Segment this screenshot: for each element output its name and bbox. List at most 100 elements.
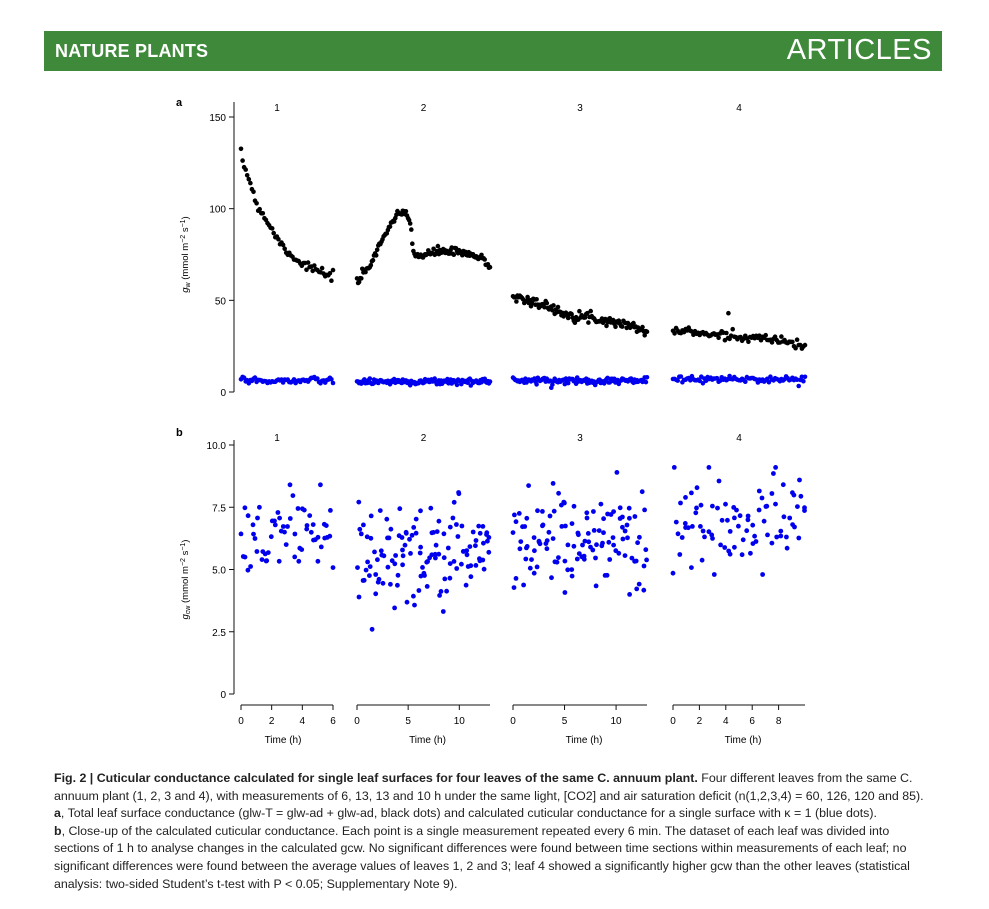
cuticular-closeup-point [425,559,430,564]
total-conductance-point [525,294,530,300]
total-conductance-point [304,267,309,273]
total-conductance-point [435,243,441,249]
cuticular-closeup-point [706,465,712,470]
total-conductance-point [312,263,317,268]
total-conductance-point [246,176,252,182]
cuticular-closeup-point [702,534,707,540]
cuticular-closeup-point [441,555,447,561]
cuticular-closeup-point [245,567,251,573]
total-conductance-point [319,265,325,271]
cuticular-closeup-point [791,492,797,498]
cuticular-closeup-point [546,529,552,535]
cuticular-closeup-point [459,561,464,567]
cuticular-closeup-point [797,477,802,483]
cuticular-closeup-point [582,538,588,544]
cuticular-closeup-point [641,563,647,569]
cuticular-closeup-point [373,591,379,597]
cuticular-closeup-point [634,586,640,592]
cuticular-closeup-point [447,575,453,581]
total-conductance-point [387,224,393,229]
panel-b-xtick-label: 2 [697,716,703,727]
cuticular-closeup-point [607,557,613,562]
total-conductance-point [569,311,574,317]
cuticular-closeup-point [513,576,519,581]
cuticular-closeup-point [409,532,415,538]
panel-b-xtick-label: 4 [300,716,306,727]
cuticular-closeup-point [395,582,400,588]
total-conductance-point [644,329,650,335]
cuticular-closeup-point [451,499,457,505]
panel-b-xtick-label: 0 [238,716,244,727]
cuticular-closeup-point [710,503,715,509]
total-conductance-point [373,253,379,258]
cuticular-closeup-point [699,557,705,563]
panel-b-xtick-label: 6 [749,716,755,727]
cuticular-closeup-point [787,515,793,521]
cuticular-closeup-point [432,551,438,557]
cuticular-closeup-point [473,543,478,549]
cuticular-closeup-point [737,513,743,519]
cuticular-closeup-point [364,534,370,540]
cuticular-closeup-point [310,522,316,527]
cuticular-closeup-point [551,508,557,514]
cuticular-closeup-point [531,535,537,540]
cuticular-closeup-point [442,576,448,582]
cuticular-closeup-point [511,585,517,590]
cuticular-closeup-point [436,551,442,557]
cuticular-closeup-point [736,523,741,529]
cuticular-closeup-point [393,553,398,558]
journal-name: NATURE PLANTS [55,41,209,61]
panel-b-xlabel-1: Time (h) [265,735,302,746]
cuticular-closeup-point [481,540,486,546]
cuticular-closeup-point [622,528,628,534]
total-conductance-point [582,315,588,320]
total-conductance-point [403,209,409,214]
cuticular-closeup-point [400,547,405,553]
cuticular-closeup-point [763,504,769,509]
cuticular-closeup-point [544,546,550,552]
cuticular-closeup-point [433,542,439,548]
total-conductance-point [790,339,795,345]
cuticular-closeup-point [356,594,362,600]
cuticular-closeup-point [641,587,647,593]
total-conductance-point [370,257,376,263]
cuticular-closeup-point [601,516,606,522]
cuticular-closeup-point [304,526,310,532]
cuticular-closeup-point [732,544,737,550]
cuticular-closeup-point [606,539,612,545]
cuticular-closeup-point [635,540,640,546]
cuticular-closeup-point [771,471,776,476]
cuticular-closeup-point [678,500,683,506]
cuticular-closeup-point [323,523,329,528]
cuticular-closeup-point [454,522,459,527]
cuticular-closeup-point [376,576,382,582]
cuticular-closeup-point [486,549,492,555]
cuticular-closeup-point [761,518,767,524]
cuticular-closeup-point [327,533,333,539]
cuticular-closeup-point [540,522,546,528]
total-conductance-point [631,320,636,326]
cuticular-closeup-point [388,581,393,587]
cuticular-closeup-point [781,514,787,520]
cuticular-closeup-point [706,529,712,535]
cuticular-closeup-point [245,513,251,519]
total-conductance-point [257,206,263,212]
panel-b-xtick-label: 6 [330,716,336,727]
cuticular-closeup-point [625,535,630,541]
cuticular-closeup-point [614,470,620,475]
total-conductance-point [763,332,768,338]
cuticular-closeup-point [796,535,802,541]
cuticular-closeup-point [445,545,451,551]
total-conductance-point [368,263,374,268]
cuticular-closeup-point [594,542,599,548]
cuticular-conductance-point [796,383,801,389]
cuticular-closeup-point [774,534,780,540]
cuticular-closeup-point [574,556,580,562]
cuticular-closeup-point [683,495,688,500]
cuticular-conductance-point [675,378,680,383]
panel-b-ytick-label: 10.0 [207,441,227,452]
cuticular-closeup-point [268,534,274,540]
cuticular-closeup-point [540,509,545,514]
panel-a-ytick-label: 100 [209,205,226,216]
